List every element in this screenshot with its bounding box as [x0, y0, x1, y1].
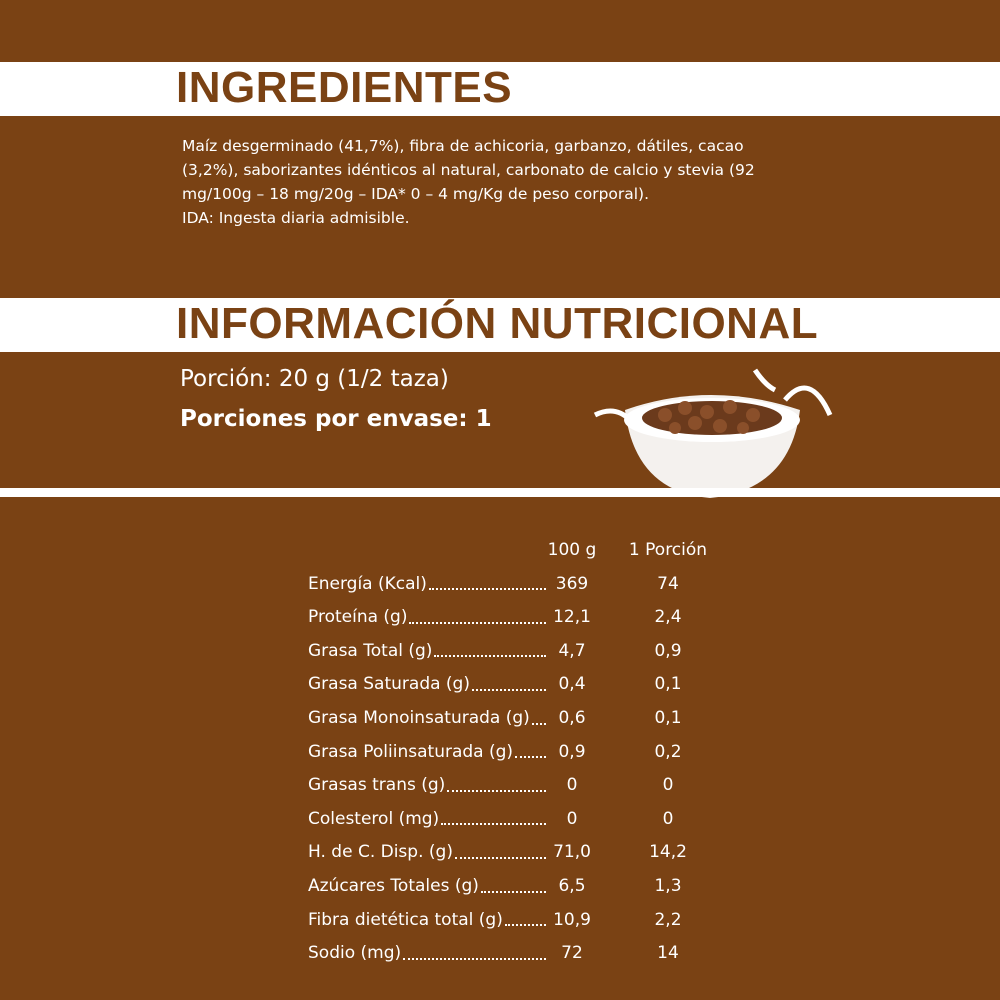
table-row: Energía (Kcal) 369 74 [308, 568, 728, 602]
section-title: INGREDIENTES [176, 63, 513, 112]
value-portion: 2,2 [654, 909, 682, 930]
dot-leader [409, 601, 546, 624]
row-label: Fibra dietética total (g) [308, 909, 503, 930]
ingredients-line: mg/100g – 18 mg/20g – IDA* 0 – 4 mg/Kg d… [182, 185, 650, 203]
row-label: Grasa Saturada (g) [308, 674, 470, 695]
serving: Porción: 20 g (1/2 taza) [180, 366, 449, 392]
row-label-cell: Colesterol (mg) [308, 803, 548, 837]
row-label: Proteína (g) [308, 607, 408, 628]
value-portion: 0,1 [654, 674, 682, 695]
dot-leader [480, 870, 546, 893]
dot-leader [454, 836, 546, 859]
dot-leader [434, 635, 546, 658]
ingredients-text: Maíz desgerminado (41,7%), fibra de achi… [182, 134, 755, 230]
dot-leader [447, 769, 546, 792]
row-label-cell: Energía (Kcal) [308, 568, 548, 602]
nutrition-table: 100 g 1 Porción Energía (Kcal) 369 74 Prote… [308, 534, 728, 971]
row-label: Colesterol (mg) [308, 808, 440, 829]
col-header: 100 g [547, 540, 597, 560]
ingredients-line: (3,2%), saborizantes idénticos al natura… [182, 161, 755, 179]
row-label: Grasa Monoinsaturada (g) [308, 707, 530, 728]
dot-leader [531, 702, 546, 725]
value-portion: 2,4 [654, 607, 682, 628]
value-portion: 0 [662, 775, 674, 796]
value-portion: 0,1 [654, 707, 682, 728]
table-row: Fibra dietética total (g) 10,9 2,2 [308, 904, 728, 938]
dot-leader [515, 736, 546, 759]
row-label-cell: Azúcares Totales (g) [308, 870, 548, 904]
row-label-cell: H. de C. Disp. (g) [308, 836, 548, 870]
ingredients-line: IDA: Ingesta diaria admisible. [182, 209, 410, 227]
row-label: Grasas trans (g) [308, 775, 446, 796]
value-100g: 12,1 [553, 607, 591, 628]
table-row: H. de C. Disp. (g) 71,0 14,2 [308, 836, 728, 870]
row-label-cell: Grasas trans (g) [308, 769, 548, 803]
value-100g: 369 [555, 573, 589, 594]
section-title: INFORMACIÓN NUTRICIONAL [176, 299, 819, 348]
value-100g: 0,6 [558, 707, 586, 728]
divider [0, 488, 1000, 497]
table-row: Grasa Total (g) 4,7 0,9 [308, 635, 728, 669]
dot-leader [441, 803, 546, 826]
title-band [0, 62, 1000, 116]
value-100g: 0,9 [558, 741, 586, 762]
value-100g: 10,9 [553, 909, 591, 930]
table-row: Sodio (mg) 72 14 [308, 937, 728, 971]
dot-leader [428, 568, 546, 591]
servings-per-pack: Porciones por envase: 1 [180, 406, 492, 432]
table-row: Grasas trans (g) 0 0 [308, 769, 728, 803]
ingredients-line: Maíz desgerminado (41,7%), fibra de achi… [182, 137, 744, 155]
row-label: Grasa Total (g) [308, 640, 433, 661]
table-row: Grasa Monoinsaturada (g) 0,6 0,1 [308, 702, 728, 736]
row-label-cell: Grasa Monoinsaturada (g) [308, 702, 548, 736]
value-portion: 1,3 [654, 875, 682, 896]
value-100g: 0,4 [558, 674, 586, 695]
value-100g: 71,0 [553, 842, 591, 863]
value-100g: 4,7 [558, 640, 586, 661]
cereal-bowl [593, 368, 833, 498]
table-row: Grasa Poliinsaturada (g) 0,9 0,2 [308, 736, 728, 770]
row-label-cell: Grasa Total (g) [308, 635, 548, 669]
row-label: Energía (Kcal) [308, 573, 427, 594]
table-row: Proteína (g) 12,1 2,4 [308, 601, 728, 635]
row-label-cell: Sodio (mg) [308, 937, 548, 971]
row-label-cell: Fibra dietética total (g) [308, 904, 548, 938]
value-portion: 0 [662, 808, 674, 829]
row-label-cell: Grasa Saturada (g) [308, 668, 548, 702]
value-portion: 14,2 [649, 842, 687, 863]
value-100g: 0 [566, 775, 578, 796]
row-label: Grasa Poliinsaturada (g) [308, 741, 514, 762]
row-label: Sodio (mg) [308, 943, 402, 964]
row-label-cell: Grasa Poliinsaturada (g) [308, 736, 548, 770]
row-label: H. de C. Disp. (g) [308, 842, 453, 863]
table-row: Grasa Saturada (g) 0,4 0,1 [308, 668, 728, 702]
row-label-cell: Proteína (g) [308, 601, 548, 635]
title-band [0, 298, 1000, 352]
dot-leader [471, 668, 546, 691]
value-100g: 6,5 [558, 875, 586, 896]
value-100g: 72 [561, 943, 583, 964]
dot-leader [504, 904, 546, 927]
table-row: Azúcares Totales (g) 6,5 1,3 [308, 870, 728, 904]
dot-leader [403, 937, 546, 960]
table-row: Colesterol (mg) 0 0 [308, 803, 728, 837]
value-100g: 0 [566, 808, 578, 829]
value-portion: 0,2 [654, 741, 682, 762]
table-header: 100 g 1 Porción [308, 534, 728, 568]
row-label: Azúcares Totales (g) [308, 875, 479, 896]
value-portion: 74 [657, 573, 679, 594]
value-portion: 0,9 [654, 640, 682, 661]
value-portion: 14 [657, 943, 679, 964]
col-header: 1 Porción [628, 540, 708, 560]
